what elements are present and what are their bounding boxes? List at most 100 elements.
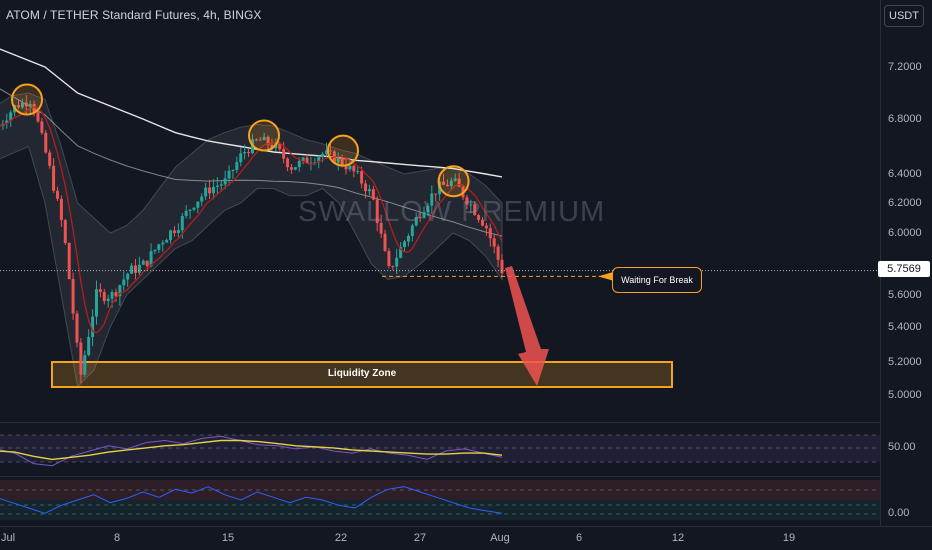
candle-body <box>94 289 98 317</box>
candle-body <box>55 190 59 199</box>
candle-body <box>406 235 410 242</box>
candle-body <box>20 102 24 108</box>
candle-body <box>24 102 28 107</box>
candle-body <box>426 205 430 213</box>
candle-body <box>106 298 110 302</box>
candle-body <box>141 260 145 265</box>
candle-body <box>500 259 504 274</box>
time-axis-label: Jul <box>0 532 16 544</box>
candle-body <box>317 157 321 163</box>
candle-body <box>344 164 348 170</box>
currency-button[interactable]: USDT <box>884 5 924 27</box>
candle-body <box>297 161 301 168</box>
candle-body <box>247 152 251 154</box>
price-axis-label: 7.2000 <box>888 61 922 73</box>
ma-fast-line <box>0 106 503 334</box>
candle-body <box>488 228 492 239</box>
swing-high-marker <box>11 83 43 116</box>
candle-body <box>184 210 188 217</box>
candle-body <box>36 112 40 122</box>
candle-body <box>196 201 200 208</box>
liquidity-zone-label: Liquidity Zone <box>327 368 397 379</box>
time-axis-label: 8 <box>113 532 121 544</box>
candle-body <box>137 264 141 273</box>
candle-body <box>200 196 204 202</box>
osc2-upper-band <box>0 480 880 500</box>
candle-body <box>9 112 13 121</box>
candle-body <box>231 170 235 172</box>
time-axis-label: 15 <box>221 532 235 544</box>
osc2-line <box>0 486 503 514</box>
candle-body <box>192 207 196 210</box>
candle-body <box>211 186 215 194</box>
candle-body <box>403 241 407 248</box>
candle-body <box>422 212 426 218</box>
callout-pointer <box>598 272 612 281</box>
candle-body <box>157 244 161 250</box>
candle-body <box>301 157 305 162</box>
chart-title: ATOM / TETHER Standard Futures, 4h, BING… <box>6 8 262 22</box>
candle-body <box>227 170 231 179</box>
current-price-tag: 5.7569 <box>878 261 930 277</box>
candle-body <box>492 238 496 247</box>
candle-body <box>410 225 414 236</box>
candle-body <box>371 189 375 200</box>
candle-body <box>293 167 297 170</box>
candle-body <box>395 257 399 267</box>
candle-body <box>469 204 473 206</box>
price-axis-label: 5.2000 <box>888 356 922 368</box>
candle-body <box>266 136 270 145</box>
candle-body <box>453 178 457 181</box>
candle-body <box>442 181 446 185</box>
waiting-for-break-callout[interactable]: Waiting For Break <box>612 267 702 293</box>
liquidity-zone <box>51 361 673 388</box>
candle-body <box>52 165 56 191</box>
candle-body <box>321 153 325 158</box>
candle-body <box>481 219 485 226</box>
candle-body <box>98 289 102 292</box>
candle-body <box>79 342 83 375</box>
candle-body <box>305 157 309 164</box>
candle-body <box>126 273 130 280</box>
rsi-ma-line <box>0 439 503 461</box>
watermark: SWALLOW PREMIUM <box>298 196 606 228</box>
candle-body <box>445 184 449 187</box>
candle-body <box>176 230 180 233</box>
candle-body <box>83 355 87 375</box>
swing-high-marker <box>437 165 470 198</box>
swing-high-marker <box>248 119 280 152</box>
price-axis-label: 6.0000 <box>888 227 922 239</box>
candle-body <box>414 217 418 226</box>
price-axis-label: 5.4000 <box>888 321 922 333</box>
candle-body <box>254 139 258 141</box>
candle-body <box>110 292 114 299</box>
candle-body <box>449 180 453 187</box>
time-axis-label: 27 <box>413 532 427 544</box>
candle-body <box>278 143 282 150</box>
osc2-lower-band <box>0 500 880 520</box>
candle-body <box>40 121 44 133</box>
candle-body <box>102 291 106 302</box>
projection-arrow <box>505 266 549 386</box>
time-axis-label: 22 <box>334 532 348 544</box>
candle-body <box>387 251 391 266</box>
candle-body <box>258 139 262 141</box>
candle-body <box>204 187 208 197</box>
candle-body <box>5 120 9 124</box>
candle-body <box>383 233 387 252</box>
candle-body <box>270 144 274 149</box>
candle-body <box>239 153 243 163</box>
candle-body <box>484 225 488 229</box>
candle-body <box>48 152 52 166</box>
candle-body <box>145 260 149 267</box>
candle-body <box>328 150 332 152</box>
candle-body <box>91 316 95 338</box>
price-axis-label: 5.0000 <box>888 389 922 401</box>
candle-body <box>122 279 126 286</box>
candle-body <box>149 251 153 267</box>
candle-body <box>309 162 313 164</box>
candle-body <box>161 242 165 245</box>
candle-body <box>133 265 137 273</box>
